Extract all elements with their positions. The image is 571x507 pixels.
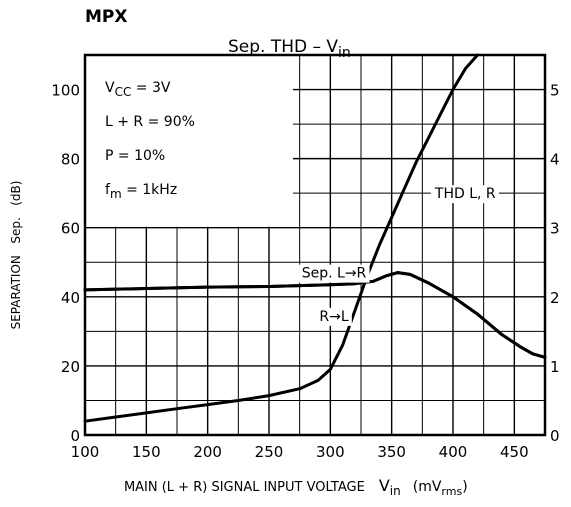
y-left-tick-label: 0	[70, 427, 80, 445]
condition-sub: CC	[115, 85, 132, 99]
conditions-box	[86, 56, 293, 227]
conditions: VCC = 3V L + R = 90% P = 10% fm = 1kHz	[105, 80, 195, 201]
condition-line: L + R = 90%	[105, 114, 195, 130]
annotations: THD L, R Sep. L→R R→L	[298, 185, 499, 326]
condition-main: f	[105, 182, 111, 198]
annotation-label: Sep. L→R	[302, 266, 367, 282]
y-right-tick-label: 1	[550, 358, 560, 376]
tick-labels: 100 150 200 250 300 350 400 4500204060801000123…	[51, 82, 559, 461]
x-tick-label: 300	[316, 443, 345, 461]
x-tick-label: 100	[71, 443, 100, 461]
x-axis-label-var: V	[379, 476, 390, 495]
x-tick-label: 200	[193, 443, 222, 461]
y-right-tick-label: 3	[550, 220, 560, 238]
series-line-1	[83, 271, 547, 359]
plot-frame	[83, 53, 547, 437]
annotation-halo	[316, 307, 352, 326]
annotation-label: THD L, R	[434, 186, 496, 202]
chart-title-sub: in	[338, 45, 351, 61]
y-axis-left-label: SEPARATION Sep. (dB)	[9, 181, 23, 330]
annotation-halo	[430, 185, 499, 204]
y-left-tick-label: 80	[61, 151, 80, 169]
chart-title: Sep. THD – Vin	[228, 37, 351, 61]
y-right-tick-label: 5	[550, 82, 560, 100]
condition-rest: = 1kHz	[122, 182, 178, 198]
condition-main: V	[105, 80, 115, 96]
y-left-tick-label: 60	[61, 220, 80, 238]
annotation-label: R→L	[319, 309, 348, 325]
x-axis-label-var-sub: in	[390, 484, 401, 498]
condition-main: L + R = 90%	[105, 114, 195, 130]
x-tick-label: 350	[377, 443, 406, 461]
y-left-tick-label: 40	[61, 289, 80, 307]
y-right-tick-label: 4	[550, 151, 560, 169]
chart-title-main: Sep. THD – V	[228, 37, 338, 57]
x-axis-label-main: MAIN (L + R) SIGNAL INPUT VOLTAGE	[124, 480, 365, 495]
y-right-tick-label: 2	[550, 289, 560, 307]
x-tick-label: 400	[439, 443, 468, 461]
y-left-tick-label: 100	[51, 82, 80, 100]
condition-rest: = 3V	[131, 80, 171, 96]
x-tick-label: 450	[500, 443, 529, 461]
x-tick-label: 150	[132, 443, 161, 461]
condition-main: P = 10%	[105, 148, 165, 164]
x-axis-label: MAIN (L + R) SIGNAL INPUT VOLTAGE Vin (mVr…	[95, 476, 488, 498]
x-axis-label-unit-open: (mV	[413, 479, 442, 495]
x-axis-label-unit-sub: rms	[441, 485, 462, 498]
y-left-tick-label: 20	[61, 358, 80, 376]
series-line-2	[83, 53, 479, 423]
condition-line: VCC = 3V	[105, 80, 171, 99]
frame-layer	[83, 53, 547, 437]
x-axis-label-unit-close: )	[462, 479, 467, 495]
x-tick-label: 250	[255, 443, 284, 461]
condition-sub: m	[110, 187, 122, 201]
condition-line: P = 10%	[105, 148, 165, 164]
condition-line: fm = 1kHz	[105, 182, 177, 201]
annotation-halo	[298, 264, 370, 283]
series-layer	[83, 53, 547, 423]
y-right-tick-label: 0	[550, 427, 560, 445]
header-label: MPX	[85, 7, 127, 27]
